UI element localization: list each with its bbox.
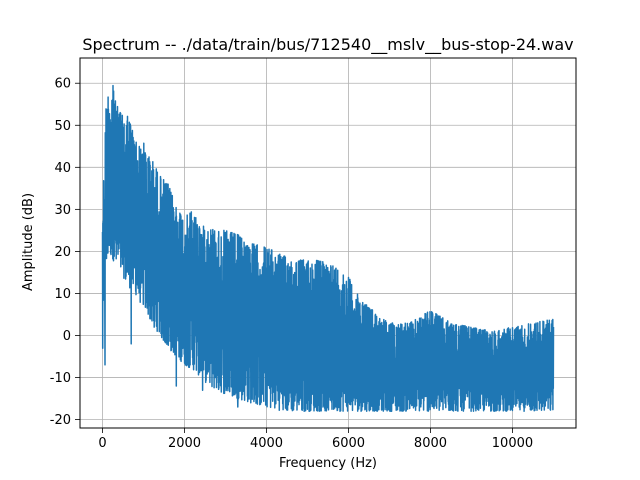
y-tick-label: -10 [50, 371, 71, 386]
x-tick-label: 6000 [332, 436, 365, 451]
y-tick-label: 10 [54, 287, 71, 302]
y-tick-label: 0 [63, 329, 71, 344]
y-axis: -20 -10 0 10 20 30 40 50 60 [50, 77, 80, 428]
x-axis: 0 2000 4000 6000 8000 10000 [98, 428, 533, 451]
x-tick-label: 10000 [492, 436, 533, 451]
x-tick-label: 0 [98, 436, 106, 451]
x-tick-label: 2000 [168, 436, 201, 451]
spectrum-line [101, 84, 555, 412]
series-layer [101, 84, 555, 412]
chart-title: Spectrum -- ./data/train/bus/712540__msl… [82, 35, 573, 55]
y-tick-label: 50 [54, 119, 71, 134]
y-tick-label: 30 [54, 203, 71, 218]
y-axis-label: Amplitude (dB) [21, 193, 36, 291]
y-tick-label: 40 [54, 161, 71, 176]
y-tick-label: 20 [54, 245, 71, 260]
plot-frame [79, 57, 577, 429]
x-tick-label: 4000 [250, 436, 283, 451]
y-tick-label: -20 [50, 413, 71, 428]
x-tick-label: 8000 [414, 436, 447, 451]
x-axis-label: Frequency (Hz) [279, 456, 377, 471]
y-tick-label: 60 [54, 77, 71, 92]
